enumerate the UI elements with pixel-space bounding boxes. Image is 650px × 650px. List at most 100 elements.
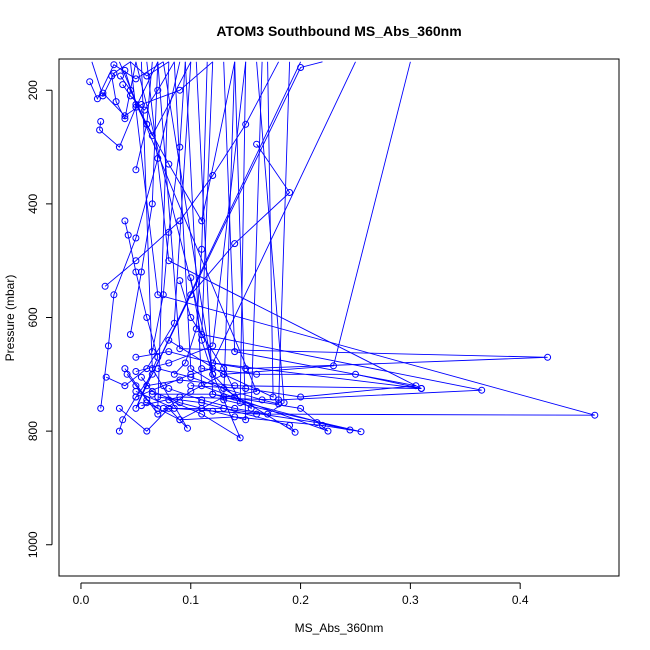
y-tick-label: 200 [26,80,40,100]
data-point [231,348,239,356]
series-line [111,61,137,121]
data-point [115,404,123,412]
data-point [143,399,151,407]
data-point [187,274,195,282]
data-point [176,143,184,151]
data-point [126,331,134,338]
data-point [198,217,206,225]
data-point [236,434,244,442]
series-line [102,61,213,117]
data-point [121,217,129,225]
data-point [297,404,305,412]
data-point [184,424,191,432]
data-point [132,393,140,401]
data-point [165,359,173,367]
data-point [119,416,127,424]
data-point [209,365,217,373]
data-point [417,385,425,392]
data-point [357,428,365,436]
data-point [165,348,173,356]
data-point [544,353,552,361]
data-point [121,112,129,120]
y-tick-label: 1000 [26,531,40,558]
y-axis: 200 400 600 800 1000 [26,80,53,558]
x-tick-label: 0.4 [512,593,529,607]
y-tick-label: 800 [26,421,40,441]
series-line [151,61,186,352]
data-point [104,342,112,350]
data-point [264,410,272,418]
data-point [176,416,184,424]
series-line [179,61,362,433]
data-point [132,257,140,265]
chart-title: ATOM3 Southbound MS_Abs_360nm [216,23,461,39]
series-line [157,61,291,405]
data-point [148,132,156,140]
data-point [242,416,250,424]
data-point [148,200,156,208]
y-tick-label: 400 [26,194,40,214]
data-point [220,393,228,401]
data-point [119,81,127,89]
data-point [220,385,228,392]
data-point [132,382,140,390]
series-line [135,61,153,170]
data-point [121,115,129,123]
data-point [110,61,118,69]
data-point [159,291,167,299]
series-line [152,61,329,432]
data-point [86,78,94,86]
data-point [137,268,145,276]
data-point [143,396,151,404]
data-point [165,160,173,168]
data-point [231,413,239,421]
series-line [201,61,422,389]
marker-layer [86,61,599,442]
data-point [143,120,151,128]
data-point [209,390,217,398]
data-point [478,386,486,394]
data-point [253,370,261,378]
data-point [324,427,332,435]
data-point [591,411,599,419]
data-point [117,72,124,80]
data-point [154,154,162,162]
data-point [143,314,151,321]
data-point [154,404,162,412]
data-point [352,370,359,378]
data-point [297,393,305,401]
series-line [173,61,208,375]
data-point [115,143,123,151]
data-point [115,427,123,435]
series-layer [89,61,595,440]
data-point [198,404,206,412]
x-tick-label: 0.2 [292,593,309,607]
data-point [148,387,156,395]
data-point [242,365,250,373]
data-point [253,140,261,148]
x-axis-label: MS_Abs_360nm [295,621,384,635]
data-point [97,118,105,125]
data-point [110,291,118,299]
series-line [100,61,181,409]
data-point [330,362,337,370]
data-point [275,396,283,404]
data-point [346,426,354,434]
data-point [181,359,189,367]
data-point [112,98,120,106]
data-point [187,373,195,381]
data-point [198,396,206,404]
data-point [165,404,173,412]
data-point [176,376,184,384]
data-point [170,319,178,327]
data-point [176,277,184,285]
data-point [96,126,104,134]
series-line [135,61,247,372]
data-point [132,101,140,108]
data-point [198,382,206,390]
data-point [148,390,156,398]
series-line [124,61,302,409]
data-point [187,382,195,390]
data-point [280,399,288,407]
data-point [132,368,140,375]
